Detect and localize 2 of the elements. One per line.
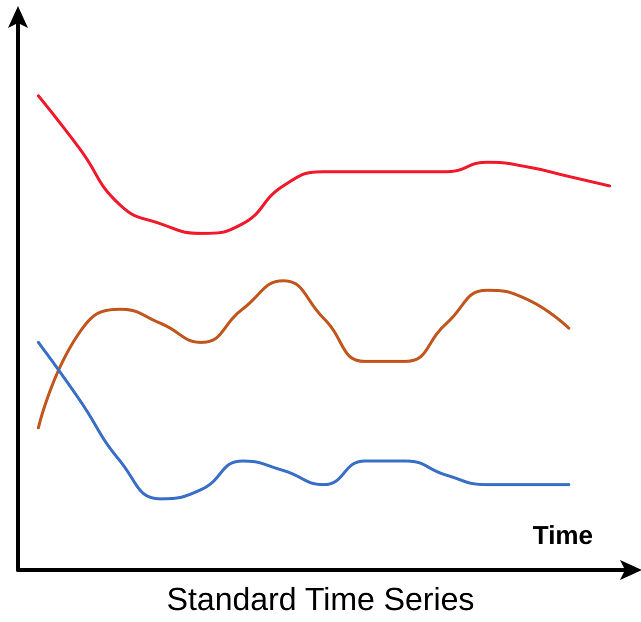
text: Standard Time Series [166,581,474,617]
x-axis-title: Time [532,520,594,550]
